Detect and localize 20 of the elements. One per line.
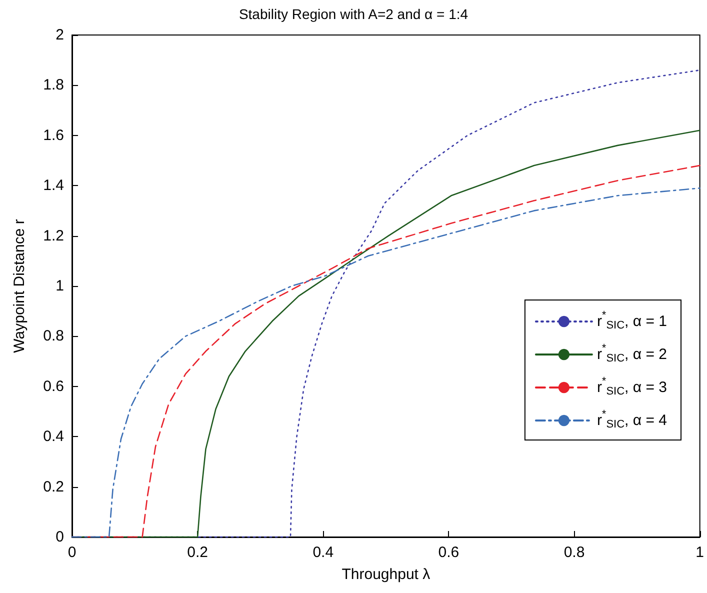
chart-title: Stability Region with A=2 and α = 1:4	[238, 6, 468, 22]
y-tick-label: 1	[56, 278, 64, 294]
y-tick-label: 0.8	[43, 328, 64, 345]
y-tick-label: 2	[56, 26, 64, 44]
x-tick-label: 0.8	[564, 544, 585, 561]
y-tick-label: 1.2	[43, 227, 64, 244]
x-tick-label: 0.6	[438, 544, 460, 561]
y-tick-label: 1.8	[43, 76, 64, 94]
y-tick-label: 0.2	[43, 478, 64, 496]
y-tick-label: 0.6	[43, 378, 64, 395]
y-axis-title: Waypoint Distance r	[11, 219, 28, 353]
y-tick-label: 1.6	[43, 126, 64, 144]
x-tick-label: 0.4	[312, 544, 334, 561]
y-tick-label: 1.4	[43, 177, 64, 194]
x-axis-title: Throughput λ	[342, 566, 431, 583]
y-tick-label: 0.4	[43, 428, 64, 446]
x-tick-label: 1	[696, 544, 704, 561]
x-tick-label: 0.2	[187, 544, 208, 561]
y-tick-label: 0	[56, 528, 64, 546]
x-tick-label: 0	[68, 544, 76, 561]
